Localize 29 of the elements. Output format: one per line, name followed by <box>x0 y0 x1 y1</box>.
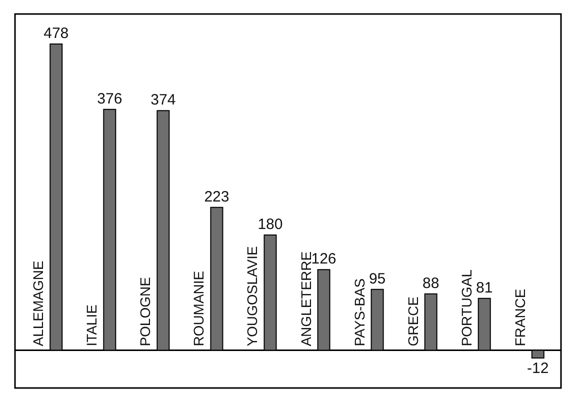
x-tick-label: YOUGOSLAVIE <box>244 246 260 346</box>
data-label: -12 <box>527 360 549 377</box>
bar <box>424 293 438 351</box>
bar <box>103 108 116 351</box>
x-tick-label: PAYS-BAS <box>351 278 368 346</box>
data-label: 478 <box>44 25 69 42</box>
x-tick-label: GRECE <box>404 296 421 346</box>
x-tick-label: POLOGNE <box>137 277 154 346</box>
x-tick-label: FRANCE <box>512 288 528 346</box>
data-label: 126 <box>311 250 336 268</box>
data-label: 376 <box>97 90 122 108</box>
x-tick-label: ALLEMAGNE <box>30 260 46 346</box>
x-tick-label: ROUMANIE <box>190 270 207 346</box>
bar <box>264 234 277 351</box>
data-label: 223 <box>204 188 230 206</box>
bar <box>156 110 170 351</box>
bar <box>317 269 330 351</box>
data-label: 81 <box>476 279 493 296</box>
bar <box>50 44 63 351</box>
data-label: 180 <box>258 216 283 233</box>
bar <box>370 288 384 351</box>
data-label: 88 <box>422 274 440 292</box>
bar <box>478 298 491 351</box>
x-tick-label: PORTUGAL <box>458 269 474 346</box>
bar <box>210 206 224 351</box>
data-label: 95 <box>368 270 386 288</box>
x-tick-label: ITALIE <box>84 304 100 346</box>
data-label: 374 <box>150 92 176 109</box>
bar <box>531 350 544 358</box>
